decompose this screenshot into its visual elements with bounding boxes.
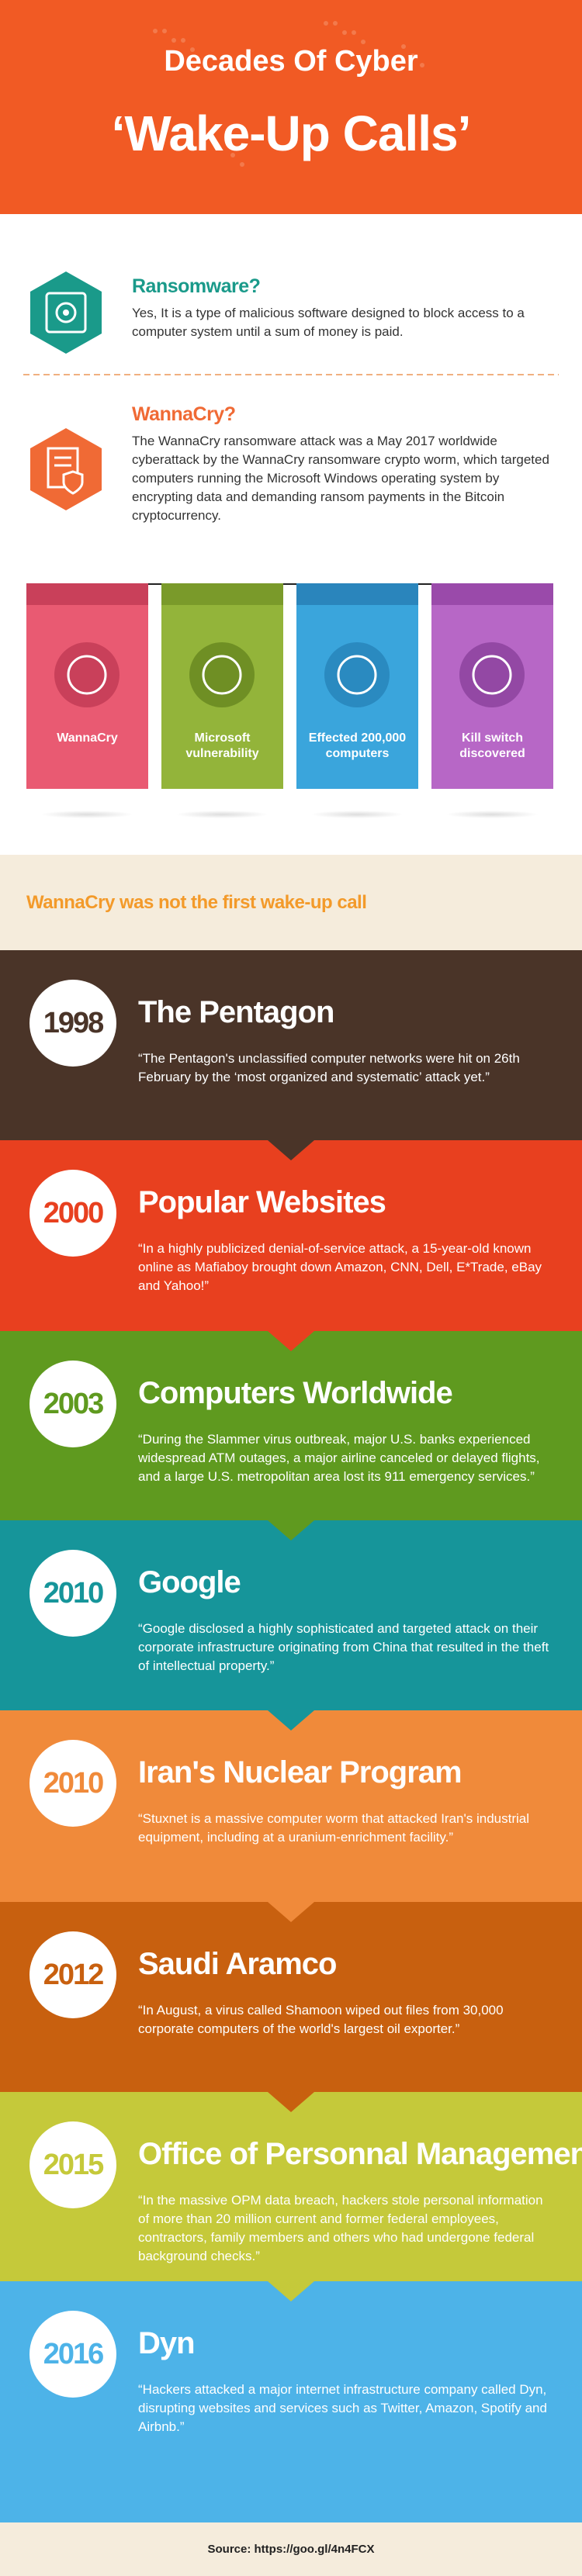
card-shadow xyxy=(40,811,133,818)
source: Source: https://goo.gl/4n4FCX xyxy=(0,2522,582,2576)
event-title: Iran's Nuclear Program xyxy=(138,1755,462,1789)
year: 2010 xyxy=(29,1550,116,1637)
wannacry-icon xyxy=(30,428,102,510)
card: WannaCry xyxy=(26,583,148,789)
card: Microsoft vulnerability xyxy=(161,583,283,789)
card-icon xyxy=(161,583,283,707)
ransomware-icon xyxy=(30,271,102,354)
card: Effected 200,000 computers xyxy=(296,583,418,789)
event-title: Office of Personnal Management xyxy=(138,2137,582,2171)
event-title: Computers Worldwide xyxy=(138,1376,453,1410)
intro-heading: Ransomware? xyxy=(132,275,261,297)
timeline-section: 2003 Computers Worldwide “During the Slamm… xyxy=(0,1331,582,1540)
timeline-section: 2010 Google “Google disclosed a highly sop… xyxy=(0,1520,582,1731)
year: 2012 xyxy=(29,1931,116,2018)
year: 2010 xyxy=(29,1740,116,1827)
event-text: “In August, a virus called Shamoon wiped… xyxy=(138,2003,504,2036)
card-shadow xyxy=(175,811,268,818)
title-line-2: ‘Wake-Up Calls’ xyxy=(111,105,472,161)
world-map-dots xyxy=(153,21,424,167)
dashed-divider xyxy=(23,374,559,375)
chevron xyxy=(268,1710,314,1731)
chevron xyxy=(268,1520,314,1540)
card-shadow xyxy=(445,811,539,818)
timeline-heading: WannaCry was not the first wake-up call xyxy=(26,892,367,913)
event-title: Saudi Aramco xyxy=(138,1947,337,1981)
event-text: “Stuxnet is a massive computer worm that… xyxy=(138,1811,530,1845)
event-text: “The Pentagon's unclassified computer ne… xyxy=(138,1051,520,1084)
card-icon xyxy=(431,583,553,707)
chevron xyxy=(268,1902,314,1922)
chevron xyxy=(268,2092,314,2112)
card-icon xyxy=(296,583,418,707)
year: 2016 xyxy=(29,2311,116,2398)
event-title: Dyn xyxy=(138,2326,196,2360)
header: Decades Of Cyber ‘Wake-Up Calls’ xyxy=(0,0,582,214)
timeline: 1998 The Pentagon “The Pentagon's unclassi… xyxy=(0,950,582,2522)
card-icon xyxy=(26,583,148,707)
year: 2003 xyxy=(29,1361,116,1447)
title-line-1: Decades Of Cyber xyxy=(164,45,418,78)
year: 2015 xyxy=(29,2121,116,2208)
card-label: Microsoft vulnerability xyxy=(185,731,259,760)
intro-text: The WannaCry ransomware attack was a May… xyxy=(132,434,549,523)
event-text: “In a highly publicized denial-of-servic… xyxy=(138,1241,542,1293)
event-title: Popular Websites xyxy=(138,1185,386,1219)
intro-heading: WannaCry? xyxy=(132,403,236,425)
card: Kill switch discovered xyxy=(431,583,553,789)
timeline-section: 2016 Dyn “Hackers attacked a major interne… xyxy=(0,2281,582,2522)
event-text: “In the massive OPM data breach, hackers… xyxy=(138,2193,543,2263)
event-text: “Hackers attacked a major internet infra… xyxy=(138,2382,547,2434)
event-text: “Google disclosed a highly sophisticated… xyxy=(138,1621,549,1673)
event-title: Google xyxy=(138,1565,241,1599)
year: 1998 xyxy=(29,980,116,1067)
chevron xyxy=(268,1140,314,1160)
year: 2000 xyxy=(29,1170,116,1257)
timeline-section: 2015 Office of Personnal Management “In th… xyxy=(0,2092,582,2301)
card-shadow xyxy=(310,811,404,818)
card-label: WannaCry xyxy=(57,731,118,745)
timeline-section: 2012 Saudi Aramco “In August, a virus call… xyxy=(0,1902,582,2112)
subheading-band: WannaCry was not the first wake-up call xyxy=(0,855,582,950)
timeline-section: 2000 Popular Websites “In a highly publici… xyxy=(0,1140,582,1351)
cards-top-rule xyxy=(26,583,553,585)
event-text: “During the Slammer virus outbreak, majo… xyxy=(138,1432,540,1484)
card-label: Kill switch discovered xyxy=(459,731,525,760)
timeline-section: 2010 Iran's Nuclear Program “Stuxnet is a … xyxy=(0,1710,582,1922)
chevron xyxy=(268,2281,314,2301)
timeline-section: 1998 The Pentagon “The Pentagon's unclassi… xyxy=(0,950,582,1160)
card-label: Effected 200,000 computers xyxy=(308,731,407,760)
intro-text: Yes, It is a type of malicious software … xyxy=(132,306,525,339)
event-title: The Pentagon xyxy=(138,995,334,1029)
chevron xyxy=(268,1331,314,1351)
